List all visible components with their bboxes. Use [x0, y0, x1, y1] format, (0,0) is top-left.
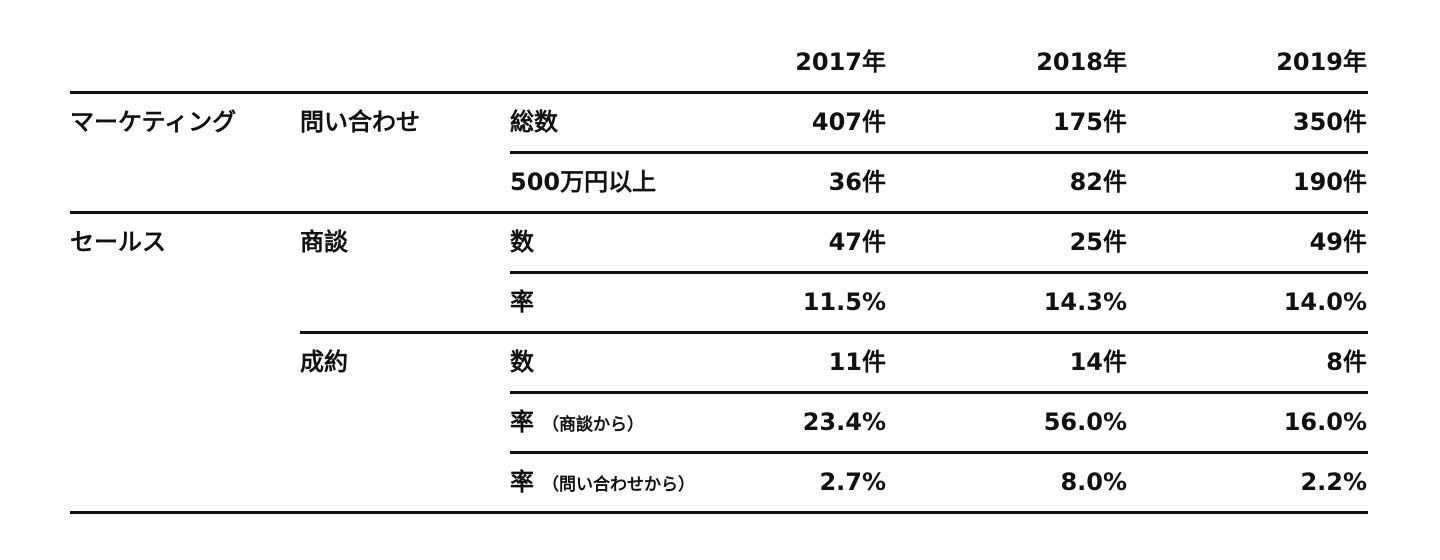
subgroup-label: 問い合わせ [300, 108, 420, 136]
row-label: 率 （商談から） [510, 407, 644, 440]
group-label: マーケティング [70, 108, 237, 136]
row-label: 500万円以上 [510, 167, 656, 197]
row-label: 総数 [510, 107, 558, 137]
cell-value: 16.0% [1283, 408, 1367, 436]
header-rule [70, 91, 1368, 94]
cell-value: 49件 [1309, 228, 1367, 256]
subgroup-label: 商談 [300, 228, 348, 256]
row-rule [300, 331, 1368, 334]
row-rule [510, 151, 1368, 154]
row-label-text: 率 [510, 468, 534, 496]
column-header: 2019年 [1276, 48, 1367, 76]
cell-value: 175件 [1052, 108, 1127, 136]
row-label-text: 率 [510, 288, 534, 316]
cell-value: 190件 [1292, 168, 1367, 196]
cell-value: 47件 [828, 228, 886, 256]
cell-value: 14.0% [1283, 288, 1367, 316]
row-label: 率 （問い合わせから） [510, 467, 695, 500]
column-header: 2018年 [1036, 48, 1127, 76]
row-rule [70, 211, 1368, 214]
cell-value: 36件 [828, 168, 886, 196]
row-rule [510, 271, 1368, 274]
cell-value: 56.0% [1043, 408, 1127, 436]
row-rule [510, 391, 1368, 394]
cell-value: 14件 [1069, 348, 1127, 376]
row-label-text: 数 [510, 228, 534, 256]
cell-value: 23.4% [802, 408, 886, 436]
cell-value: 11.5% [802, 288, 886, 316]
column-header: 2017年 [795, 48, 886, 76]
row-label-text: 数 [510, 348, 534, 376]
row-label-text: 500万円以上 [510, 168, 657, 196]
cell-value: 14.3% [1043, 288, 1127, 316]
row-label: 数 [510, 227, 534, 257]
cell-value: 2.2% [1300, 468, 1367, 496]
cell-value: 8件 [1326, 348, 1367, 376]
cell-value: 350件 [1292, 108, 1367, 136]
subgroup-label: 成約 [300, 348, 348, 376]
row-label-note: （商談から） [542, 415, 644, 435]
cell-value: 8.0% [1060, 468, 1127, 496]
group-label: セールス [70, 228, 166, 256]
cell-value: 82件 [1069, 168, 1127, 196]
cell-value: 407件 [811, 108, 886, 136]
row-label: 数 [510, 347, 534, 377]
row-label-text: 総数 [510, 108, 558, 136]
row-rule [70, 511, 1368, 514]
row-label-note: （問い合わせから） [542, 475, 695, 495]
cell-value: 2.7% [819, 468, 886, 496]
row-label: 率 [510, 287, 534, 317]
row-rule [510, 451, 1368, 454]
row-label-text: 率 [510, 408, 534, 436]
cell-value: 11件 [828, 348, 886, 376]
cell-value: 25件 [1069, 228, 1127, 256]
